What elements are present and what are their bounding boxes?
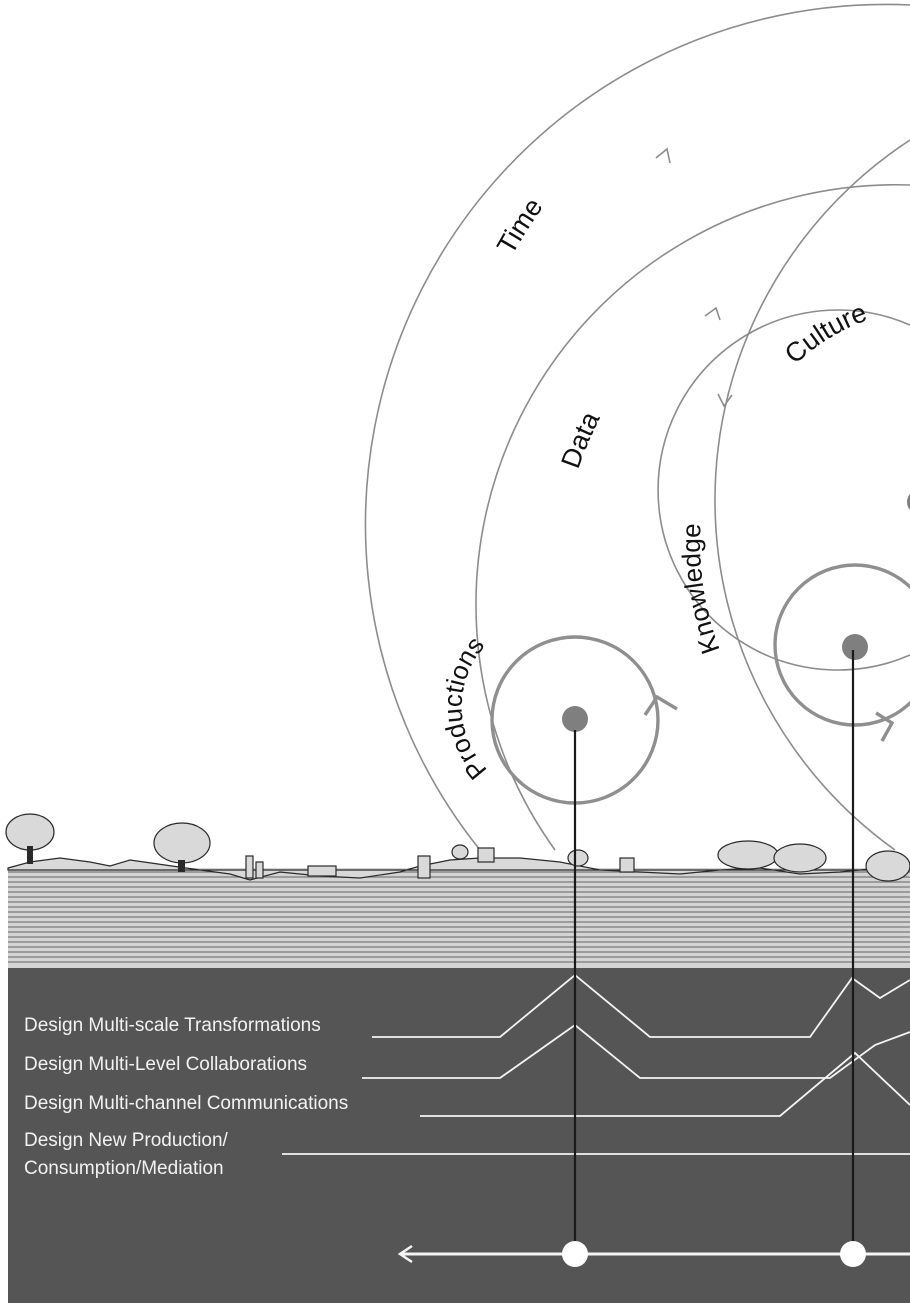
- timeline-arrow: [397, 1244, 413, 1264]
- knowledge-label: Knowledge: [676, 523, 726, 658]
- new-production-label-line2: Consumption/Mediation: [24, 1158, 224, 1179]
- culture-cycle-ring: [773, 563, 910, 727]
- timeline-node-culture: [840, 1241, 866, 1267]
- data-orbit: [475, 183, 910, 851]
- productions-label: Productions: [438, 630, 493, 785]
- new-production-label-line1: Design New Production/: [24, 1130, 229, 1151]
- tree-group-right: [717, 840, 910, 882]
- landscape-band: [5, 813, 910, 968]
- strategy-panel: [8, 968, 910, 1303]
- timeline-node-productions: [562, 1241, 588, 1267]
- time-orbit-arrow: [655, 147, 671, 164]
- knowledge-orbit: [714, 139, 910, 851]
- culture-orbit: [657, 309, 910, 671]
- culture-label: Culture: [779, 297, 871, 369]
- buildings-cluster: [245, 844, 635, 879]
- culture-node: [842, 634, 868, 660]
- multi-scale-wave: [372, 973, 910, 1038]
- multi-scale-label: Design Multi-scale Transformations: [24, 1015, 321, 1036]
- multi-level-label: Design Multi-Level Collaborations: [24, 1054, 307, 1075]
- time-label: Time: [491, 192, 548, 259]
- landscape-skyline: [7, 857, 910, 881]
- productions-node: [562, 706, 588, 732]
- multi-channel-wave: [420, 1051, 910, 1117]
- tree-left: [5, 813, 55, 864]
- data-orbit-arrow: [704, 306, 721, 321]
- culture-center-node: [907, 494, 910, 510]
- time-orbit: [364, 3, 910, 851]
- knowledge-orbit-arrow: [717, 393, 733, 408]
- data-label: Data: [555, 406, 606, 472]
- multi-channel-label: Design Multi-channel Communications: [24, 1093, 348, 1114]
- tree-center-left: [153, 822, 211, 872]
- landscape-hatching: [8, 871, 910, 963]
- productions-cycle-arrow: [643, 694, 678, 716]
- multi-level-wave: [362, 1023, 910, 1079]
- culture-cycle-arrow: [875, 711, 895, 742]
